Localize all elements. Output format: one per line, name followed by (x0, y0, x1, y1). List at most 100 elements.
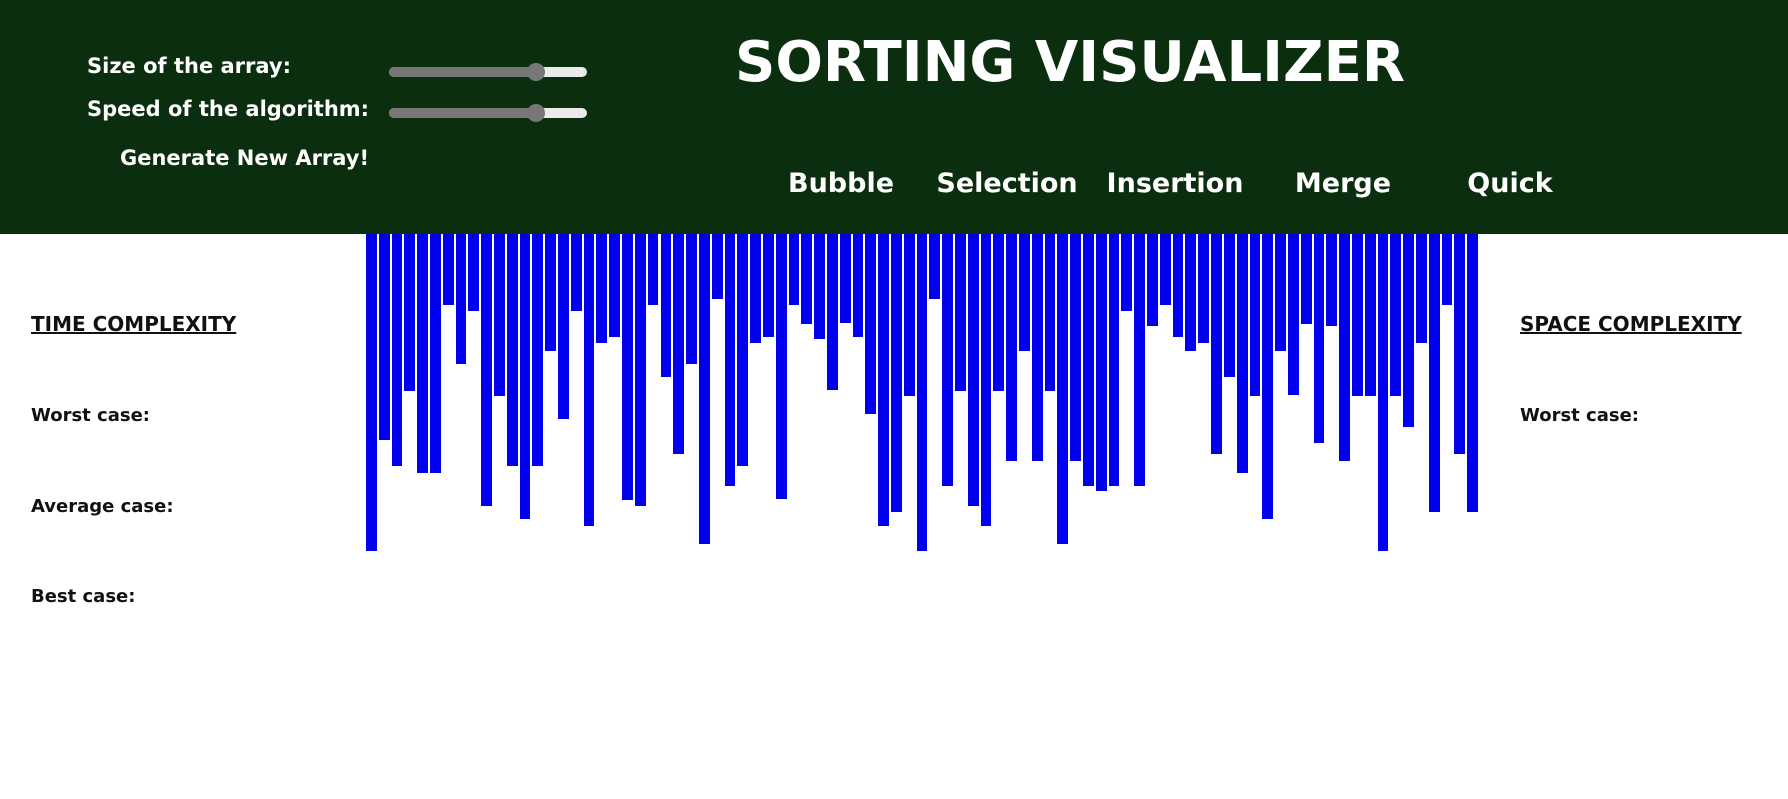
array-bar (1403, 234, 1414, 427)
array-bar (890, 234, 902, 512)
array-bar (634, 234, 646, 506)
array-bar (801, 234, 813, 324)
array-bar (609, 234, 621, 337)
array-bar (1390, 234, 1402, 396)
algorithm-speed-slider-thumb[interactable] (526, 104, 545, 122)
array-bar (1198, 234, 1210, 343)
array-bar (622, 234, 633, 500)
array-bar (1275, 234, 1286, 351)
array-bar (1095, 234, 1107, 491)
array-bar (404, 234, 416, 391)
array-bar (788, 234, 800, 305)
array-bar (1083, 234, 1094, 486)
array-bar (481, 234, 493, 506)
time-best-case-label: Best case: (31, 586, 136, 607)
time-worst-case-label: Worst case: (31, 405, 150, 426)
space-worst-case-label: Worst case: (1520, 405, 1639, 426)
array-bar (506, 234, 518, 466)
array-bar (1211, 234, 1222, 454)
generate-new-array-button[interactable]: Generate New Array! (120, 146, 370, 170)
array-bar (814, 234, 825, 339)
array-bar (468, 234, 480, 311)
array-bar (1441, 234, 1453, 305)
array-bar (1057, 234, 1069, 544)
array-bar (1364, 234, 1376, 396)
array-bar (455, 234, 467, 364)
merge-sort-button[interactable]: Merge (1294, 168, 1392, 199)
array-bar (775, 234, 787, 499)
array-bar (1070, 234, 1082, 461)
array-bar (1339, 234, 1350, 461)
array-size-label: Size of the array: (87, 54, 292, 78)
array-bar (878, 234, 889, 526)
array-bar (826, 234, 838, 390)
array-bar (967, 234, 979, 506)
space-complexity-heading: SPACE COMPLEXITY (1520, 312, 1742, 336)
array-bar (391, 234, 403, 466)
array-bar (762, 234, 774, 337)
page-title: SORTING VISUALIZER (734, 30, 1405, 95)
array-bar (1134, 234, 1146, 486)
selection-sort-button[interactable]: Selection (936, 168, 1078, 199)
array-bar (1300, 234, 1312, 324)
algorithm-speed-slider[interactable] (389, 104, 587, 122)
array-bar (724, 234, 736, 486)
array-bar (647, 234, 659, 305)
header-bar: Size of the array: Speed of the algorith… (0, 0, 1788, 234)
array-bar (1262, 234, 1274, 519)
array-bar (750, 234, 761, 343)
array-bar (865, 234, 877, 414)
array-bar (1159, 234, 1171, 305)
array-bar (1108, 234, 1120, 486)
array-bar (1377, 234, 1389, 551)
array-bar (1467, 234, 1478, 512)
array-bar (839, 234, 851, 323)
array-bar (1428, 234, 1440, 512)
array-bar (558, 234, 569, 419)
array-bars-container (366, 234, 1480, 554)
array-bar (673, 234, 685, 454)
array-bar (1249, 234, 1261, 396)
array-bar (686, 234, 697, 364)
array-bar (711, 234, 723, 299)
array-bar (660, 234, 672, 377)
array-bar (1031, 234, 1043, 461)
array-size-slider-thumb[interactable] (526, 63, 545, 81)
array-bar (583, 234, 595, 526)
array-bar (1351, 234, 1363, 396)
array-bar (545, 234, 557, 351)
array-bar (1454, 234, 1466, 454)
array-bar (903, 234, 915, 396)
array-bar (1044, 234, 1056, 391)
array-bar (532, 234, 544, 466)
array-size-slider[interactable] (389, 63, 587, 81)
array-bar (1172, 234, 1184, 337)
array-bar (980, 234, 992, 526)
array-bar (1121, 234, 1133, 311)
insertion-sort-button[interactable]: Insertion (1106, 168, 1244, 199)
array-bar (916, 234, 928, 551)
array-bar (955, 234, 966, 391)
array-bar (852, 234, 864, 337)
array-bar (698, 234, 710, 544)
array-bar (1415, 234, 1427, 343)
algorithm-speed-slider-fill (389, 108, 536, 118)
array-bar (993, 234, 1005, 391)
array-bar (430, 234, 441, 473)
array-bar (519, 234, 531, 519)
time-average-case-label: Average case: (31, 496, 174, 517)
array-bar (942, 234, 953, 486)
array-bar (442, 234, 454, 305)
array-bar (929, 234, 941, 299)
array-bar (494, 234, 505, 396)
array-bar (570, 234, 582, 311)
quick-sort-button[interactable]: Quick (1467, 168, 1553, 199)
array-bar (737, 234, 749, 466)
array-bar (1223, 234, 1235, 377)
time-complexity-heading: TIME COMPLEXITY (31, 312, 237, 336)
array-bar (1019, 234, 1030, 351)
bubble-sort-button[interactable]: Bubble (787, 168, 895, 199)
array-bar (378, 234, 390, 440)
array-size-slider-fill (389, 67, 536, 77)
array-bar (366, 234, 377, 551)
